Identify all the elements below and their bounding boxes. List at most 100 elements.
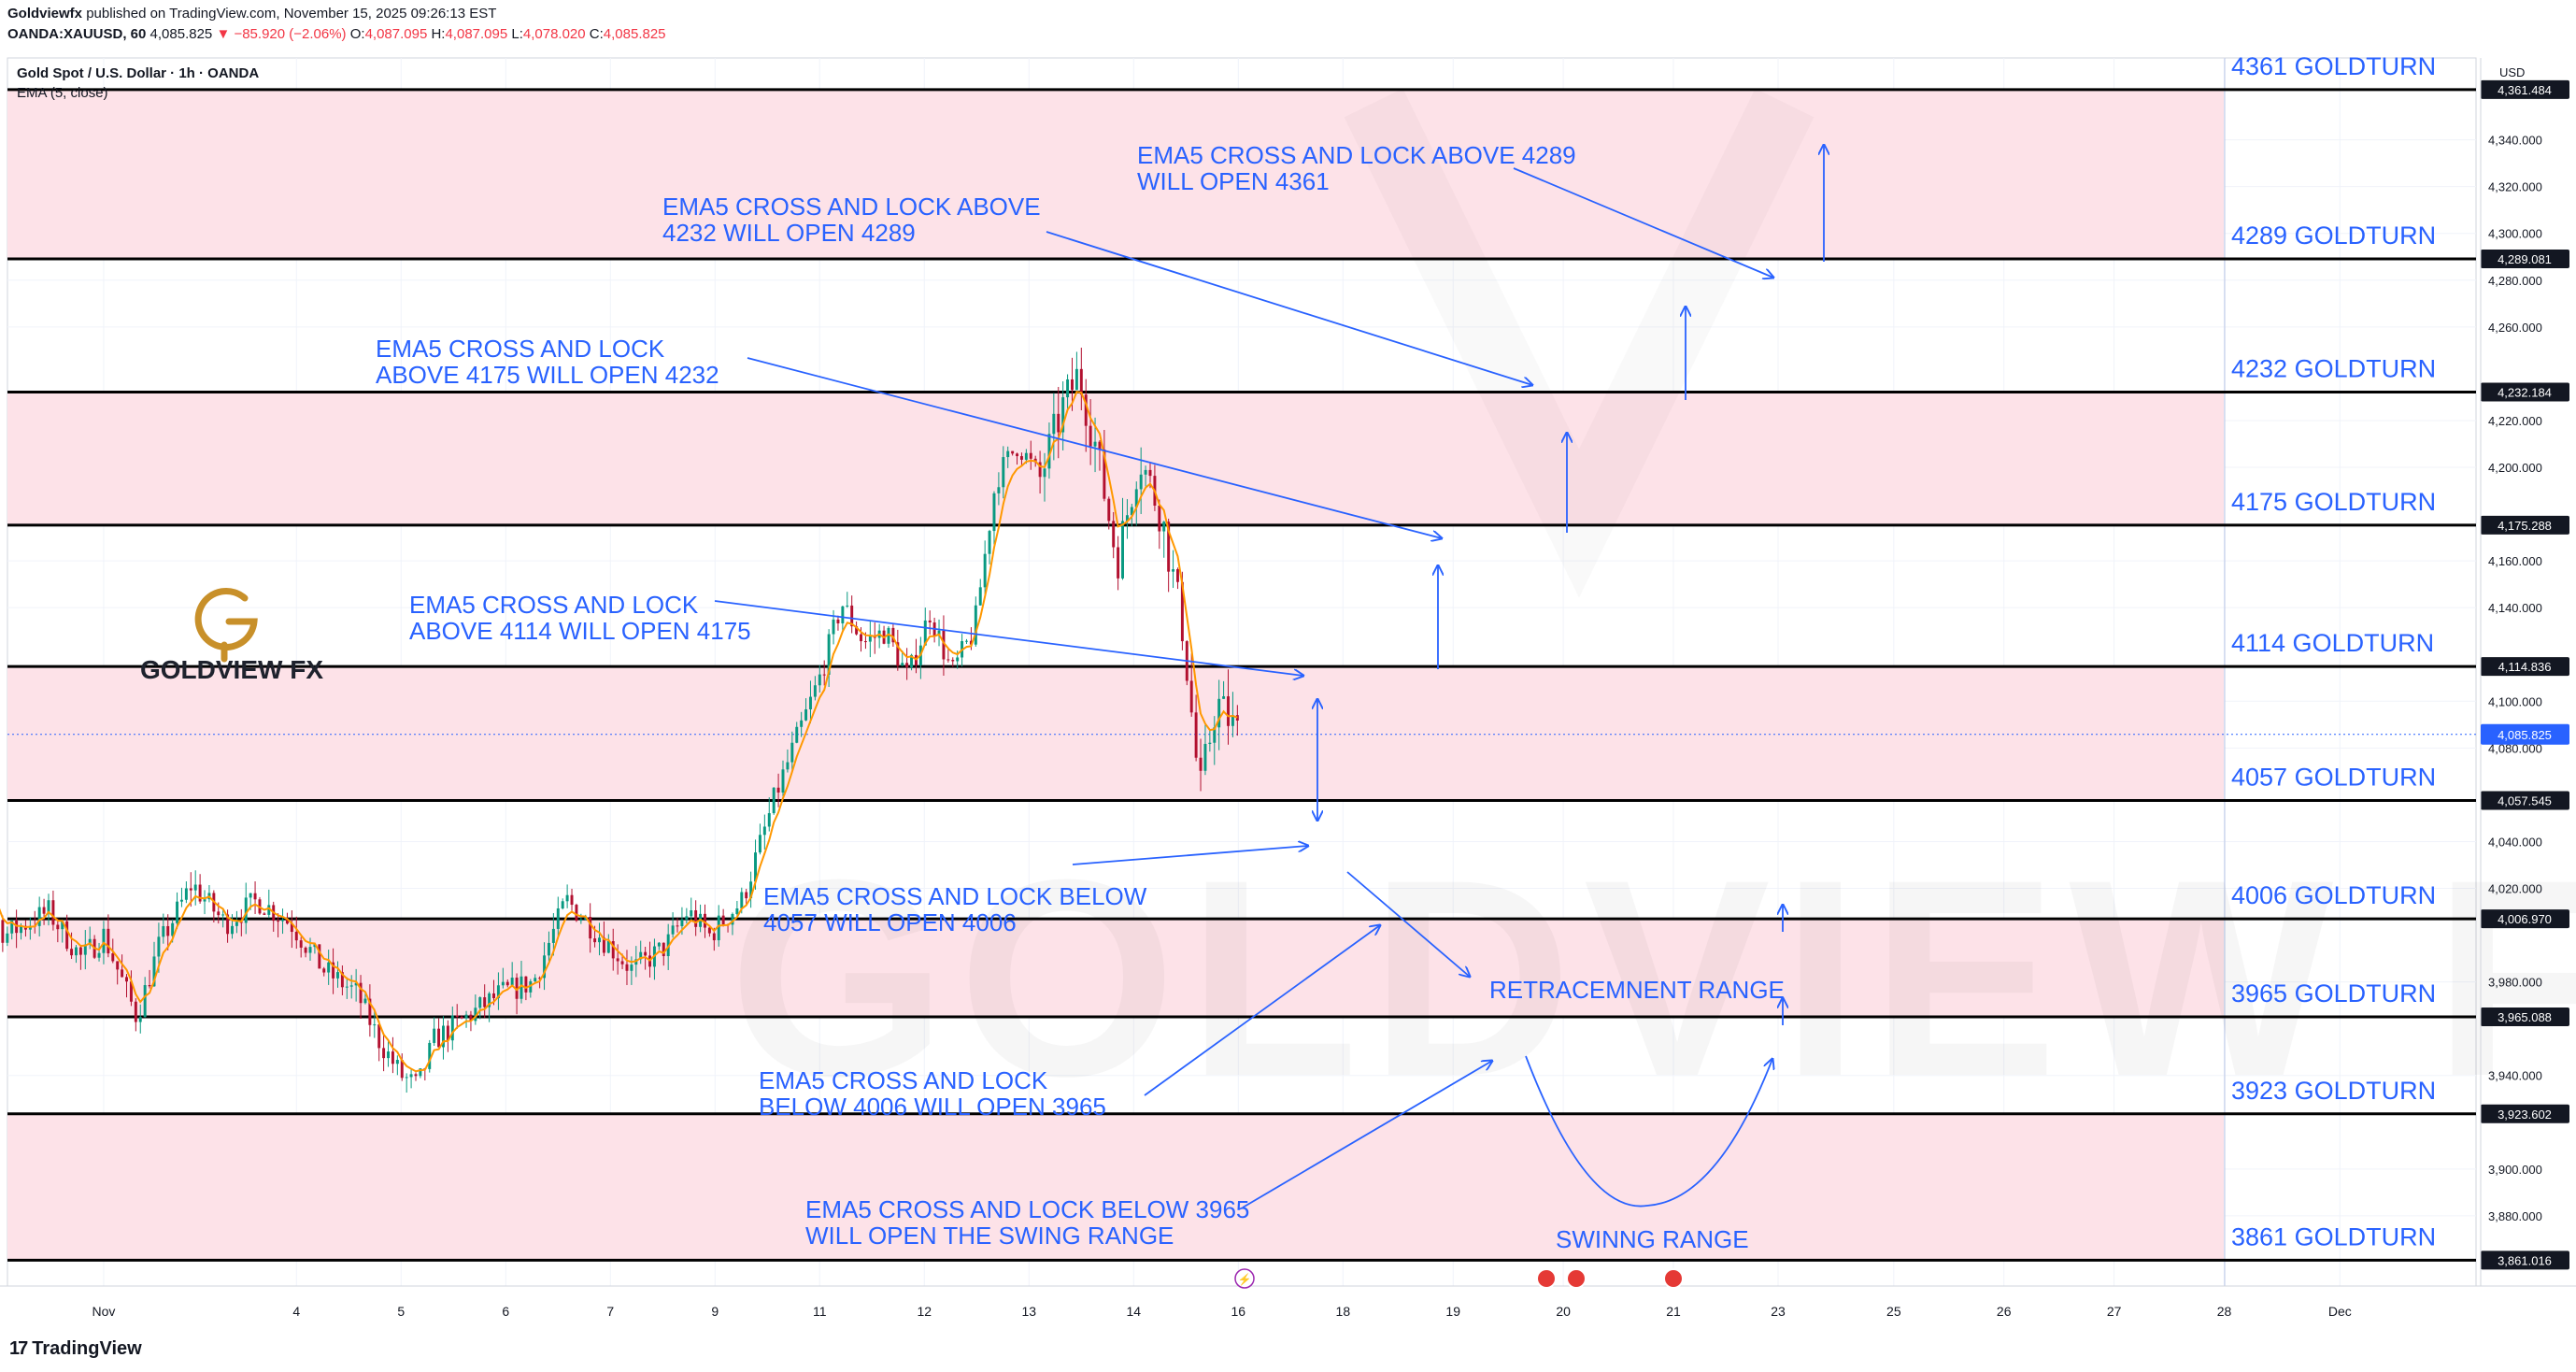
candle-body bbox=[896, 642, 900, 666]
candle-body bbox=[189, 888, 192, 891]
candle-body bbox=[969, 640, 973, 645]
time-axis-tick: 7 bbox=[606, 1304, 614, 1319]
candle-body bbox=[1107, 498, 1111, 522]
candle-body bbox=[721, 915, 725, 925]
candle-body bbox=[593, 938, 597, 943]
annotation-line: EMA5 CROSS AND LOCK BELOW 3965 bbox=[805, 1195, 1249, 1223]
time-axis-tick: 23 bbox=[1771, 1304, 1786, 1319]
publisher-name[interactable]: Goldviewfx bbox=[7, 6, 83, 21]
event-us-flag-icon[interactable] bbox=[1663, 1268, 1684, 1289]
candle-body bbox=[474, 1008, 477, 1022]
candle-body bbox=[290, 923, 293, 933]
event-lightning-icon-glyph: ⚡ bbox=[1238, 1273, 1252, 1286]
candle-body bbox=[322, 968, 326, 973]
legend-title[interactable]: Gold Spot / U.S. Dollar · 1h · OANDA bbox=[17, 65, 260, 81]
candle-body bbox=[983, 553, 987, 588]
candle-body bbox=[501, 981, 505, 986]
event-us-flag-icon[interactable] bbox=[1536, 1268, 1557, 1289]
annotation-line: EMA5 CROSS AND LOCK bbox=[409, 591, 699, 619]
candle-body bbox=[354, 982, 358, 986]
candle-body bbox=[781, 769, 785, 793]
candle-body bbox=[377, 1024, 381, 1049]
candle-body bbox=[519, 976, 523, 999]
candle-body bbox=[1071, 379, 1074, 391]
shaded-zone bbox=[7, 89, 2224, 260]
candle-body bbox=[70, 949, 74, 956]
annotation-line: WILL OPEN 4361 bbox=[1137, 167, 1330, 195]
candle-body bbox=[657, 942, 661, 947]
candle-body bbox=[992, 493, 996, 532]
candle-body bbox=[221, 914, 225, 916]
level-price-tag-text: 4,361.484 bbox=[2498, 83, 2552, 97]
candle-body bbox=[822, 674, 826, 676]
candle-body bbox=[1038, 462, 1042, 478]
time-axis-tick: 26 bbox=[1997, 1304, 2012, 1319]
candle-body bbox=[359, 982, 363, 1004]
candle-body bbox=[1002, 457, 1005, 488]
time-axis-tick: 20 bbox=[1556, 1304, 1571, 1319]
candle-body bbox=[804, 708, 808, 721]
candle-body bbox=[217, 911, 221, 916]
candle-body bbox=[965, 640, 968, 642]
candle-body bbox=[437, 1028, 441, 1048]
candle-body bbox=[1011, 450, 1015, 454]
annotation-line: EMA5 CROSS AND LOCK bbox=[759, 1066, 1048, 1094]
candle-body bbox=[349, 985, 353, 987]
level-price-tag: 4,114.836 bbox=[2481, 657, 2569, 677]
candle-body bbox=[758, 835, 761, 853]
event-us-flag-icon[interactable] bbox=[1566, 1268, 1587, 1289]
candle-body bbox=[1043, 468, 1046, 478]
goldturn-label: 3923 GOLDTURN bbox=[2231, 1077, 2436, 1105]
level-price-tag: 4,361.484 bbox=[2481, 79, 2569, 99]
candle-body bbox=[575, 905, 578, 922]
candle-body bbox=[327, 962, 331, 973]
candle-body bbox=[179, 899, 183, 902]
candle-body bbox=[1103, 449, 1106, 499]
annotation-arrow bbox=[1144, 925, 1380, 1096]
candle-body bbox=[10, 920, 14, 934]
candle-body bbox=[332, 962, 335, 979]
candle-body bbox=[850, 605, 854, 627]
candle-body bbox=[997, 487, 1001, 493]
tradingview-brand[interactable]: 17 TradingView bbox=[9, 1338, 142, 1360]
candle-body bbox=[414, 1074, 418, 1077]
candle-body bbox=[841, 606, 845, 623]
candle-body bbox=[868, 636, 872, 642]
candle-body bbox=[1235, 715, 1239, 721]
annotation-line: BELOW 4006 WILL OPEN 3965 bbox=[759, 1093, 1106, 1121]
level-price-tag-bg bbox=[2481, 1104, 2569, 1123]
time-axis-tick: 13 bbox=[1022, 1304, 1037, 1319]
goldturn-label: 3965 GOLDTURN bbox=[2231, 979, 2436, 1008]
candle-body bbox=[313, 944, 317, 948]
level-price-tag-bg bbox=[2481, 791, 2569, 810]
time-axis-tick: 28 bbox=[2217, 1304, 2232, 1319]
annotation-line: WILL OPEN THE SWING RANGE bbox=[805, 1222, 1174, 1250]
price-axis-tick: 4,160.000 bbox=[2488, 554, 2542, 568]
candle-body bbox=[42, 907, 46, 914]
annotation-line: EMA5 CROSS AND LOCK ABOVE bbox=[662, 193, 1041, 221]
candle-body bbox=[1213, 727, 1217, 743]
time-axis-tick: 21 bbox=[1666, 1304, 1681, 1319]
candle-body bbox=[1075, 368, 1078, 391]
candle-body bbox=[1227, 696, 1230, 726]
time-axis-tick: Dec bbox=[2328, 1304, 2352, 1319]
candle-body bbox=[340, 972, 344, 988]
candle-body bbox=[469, 1014, 473, 1022]
goldturn-label: 4361 GOLDTURN bbox=[2231, 52, 2436, 80]
annotation-text: SWINNG RANGE bbox=[1556, 1225, 1749, 1253]
level-price-tag-bg bbox=[2481, 515, 2569, 535]
candle-body bbox=[1125, 515, 1129, 522]
goldturn-label: 4232 GOLDTURN bbox=[2231, 354, 2436, 382]
legend-indicator[interactable]: EMA (5, close) bbox=[17, 85, 108, 101]
candle-body bbox=[336, 972, 339, 979]
candle-body bbox=[483, 997, 487, 1008]
candle-body bbox=[887, 627, 890, 644]
event-lightning-icon[interactable] bbox=[1234, 1268, 1255, 1289]
annotation-line: EMA5 CROSS AND LOCK BELOW bbox=[763, 882, 1147, 910]
goldturn-label: 4289 GOLDTURN bbox=[2231, 222, 2436, 250]
candle-body bbox=[602, 937, 605, 953]
candle-body bbox=[505, 981, 509, 986]
